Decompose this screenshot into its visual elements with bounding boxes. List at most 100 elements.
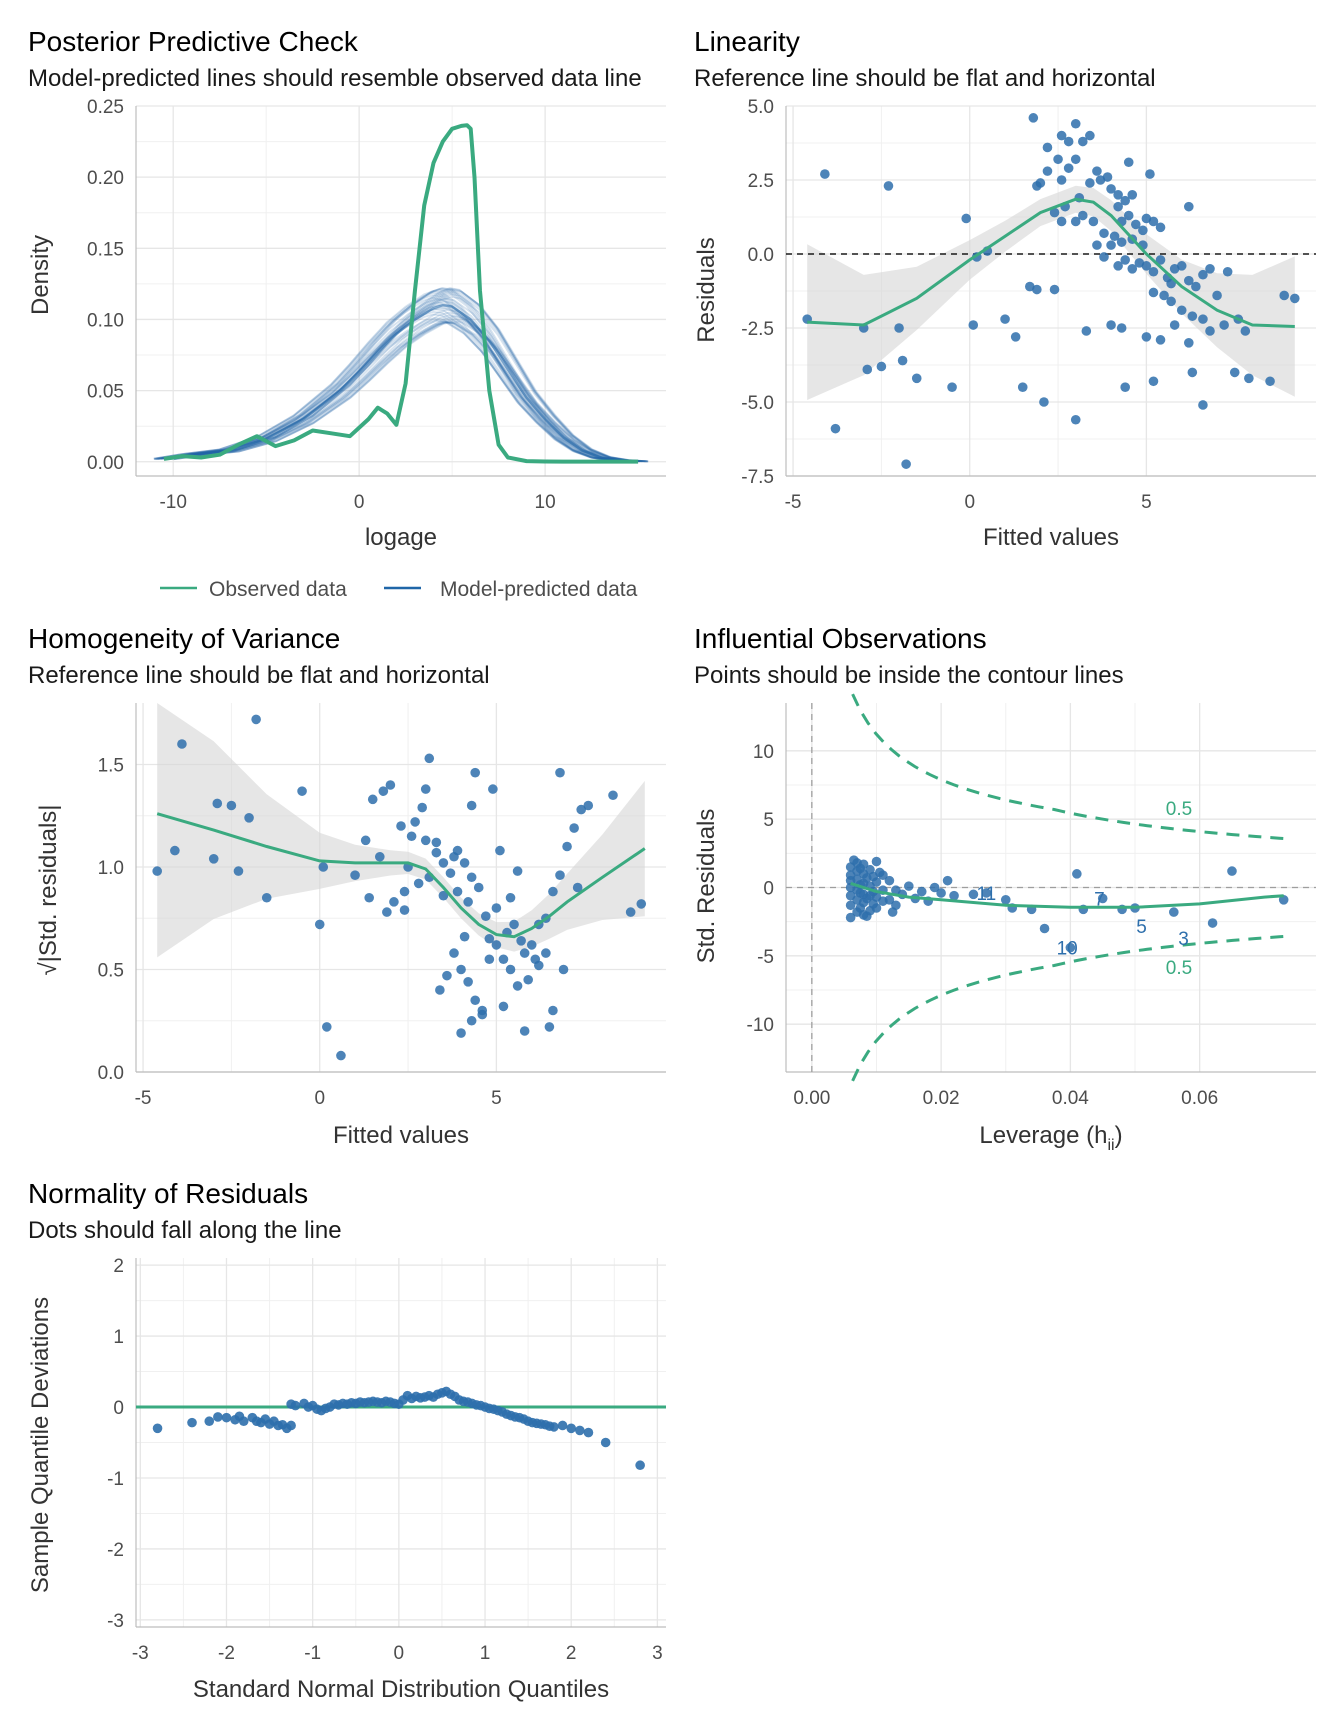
data-point <box>519 948 530 958</box>
data-point <box>473 882 484 893</box>
normality-title: Normality of Residuals <box>28 1178 308 1209</box>
data-point <box>1056 130 1067 141</box>
data-point <box>481 911 491 921</box>
data-point <box>367 794 378 805</box>
data-point <box>548 1005 558 1016</box>
data-point <box>290 1400 301 1411</box>
y-tick-label: -2 <box>107 1540 124 1561</box>
data-point <box>512 866 523 876</box>
y-tick-label: 1.5 <box>98 756 124 777</box>
data-point <box>635 1460 645 1471</box>
data-point <box>456 1028 466 1038</box>
predicted-draw-line <box>154 310 629 463</box>
data-point <box>861 911 872 921</box>
x-tick-label: -5 <box>785 492 802 513</box>
data-point <box>399 886 410 897</box>
data-point <box>1184 338 1194 348</box>
y-tick-label: -5 <box>757 947 774 968</box>
contour-label: 0.5 <box>1166 799 1192 820</box>
data-point <box>1081 326 1092 336</box>
data-point <box>883 181 894 191</box>
x-tick-label: -10 <box>159 492 186 513</box>
data-point <box>213 1412 223 1422</box>
data-point <box>498 954 509 965</box>
data-point <box>466 872 477 883</box>
y-tick-label: 1 <box>113 1327 124 1348</box>
predicted-draw-line <box>171 295 647 463</box>
influence-subtitle: Points should be inside the contour line… <box>694 662 1124 689</box>
data-point <box>858 859 869 870</box>
predicted-draw-line <box>173 317 649 463</box>
data-point <box>1198 269 1208 280</box>
data-point <box>576 804 586 815</box>
x-tick-label: 10 <box>535 492 556 513</box>
data-point <box>484 933 495 944</box>
data-point <box>226 800 237 811</box>
data-point <box>438 858 449 868</box>
data-point <box>1053 154 1063 165</box>
x-tick-label: 0.02 <box>923 1088 960 1109</box>
data-point <box>1176 261 1187 271</box>
linearity-x-axis-label: Fitted values <box>983 524 1119 551</box>
data-point <box>1070 414 1081 425</box>
data-point <box>845 900 856 911</box>
y-tick-label: -3 <box>107 1611 124 1632</box>
data-point <box>1120 195 1130 206</box>
data-point <box>981 888 992 898</box>
data-point <box>911 373 922 384</box>
y-tick-label: 0.05 <box>87 382 124 403</box>
y-tick-label: 0.00 <box>87 453 124 474</box>
influence-x-axis-label: Leverage (hii) <box>979 1122 1122 1154</box>
data-point <box>871 856 882 867</box>
ppc-x-axis-label: logage <box>365 524 437 551</box>
x-tick-label: -1 <box>304 1643 321 1664</box>
data-point <box>1106 320 1116 330</box>
data-point <box>463 897 473 907</box>
data-point <box>463 977 473 987</box>
data-point <box>1278 895 1289 905</box>
data-point <box>233 866 244 876</box>
y-tick-label: 0 <box>763 879 774 900</box>
x-tick-label: -3 <box>132 1643 149 1664</box>
normality-subtitle: Dots should fall along the line <box>28 1217 342 1244</box>
data-point <box>968 889 979 900</box>
data-point <box>491 903 502 913</box>
data-point <box>523 974 533 985</box>
data-point <box>452 886 463 897</box>
cooks-distance-contour <box>851 934 1287 1082</box>
cooks-distance-contour <box>851 693 1287 841</box>
data-point <box>466 800 477 811</box>
y-tick-label: 0.5 <box>98 961 124 982</box>
data-point <box>431 837 442 848</box>
data-point <box>1207 918 1218 928</box>
data-point <box>530 954 541 965</box>
y-tick-label: 5 <box>763 810 774 831</box>
data-point <box>1039 397 1049 407</box>
data-point <box>396 821 406 831</box>
data-point <box>1141 332 1152 342</box>
data-point <box>1159 290 1169 301</box>
data-point <box>1070 118 1081 129</box>
data-point <box>936 888 946 898</box>
data-point <box>1109 231 1120 242</box>
data-point <box>1205 264 1215 274</box>
ppc-plot-area: -10 0 10 0.00 0.05 0.10 0.15 0.20 0.25 <box>87 97 666 513</box>
x-tick-label: 0 <box>314 1088 325 1109</box>
data-point <box>1290 293 1300 304</box>
linearity-plot-area: -5 0 5 -7.5 -5.0 -2.5 0.0 2.5 5.0 <box>741 97 1316 513</box>
data-point <box>1229 367 1240 378</box>
data-point <box>449 851 459 862</box>
data-point <box>1099 252 1109 262</box>
data-point <box>1039 923 1050 934</box>
y-tick-label: 0.0 <box>98 1063 124 1084</box>
x-tick-label: 0.06 <box>1181 1088 1218 1109</box>
data-point <box>1092 240 1102 250</box>
data-point <box>575 1425 585 1436</box>
y-tick-label: 0 <box>113 1398 124 1419</box>
data-point <box>1056 216 1067 227</box>
data-point <box>399 905 410 915</box>
data-point <box>1017 382 1028 393</box>
homogeneity-plot-area: -5 0 5 0.0 0.5 1.0 1.5 <box>98 703 666 1109</box>
data-point <box>410 817 420 827</box>
data-point <box>887 907 898 917</box>
